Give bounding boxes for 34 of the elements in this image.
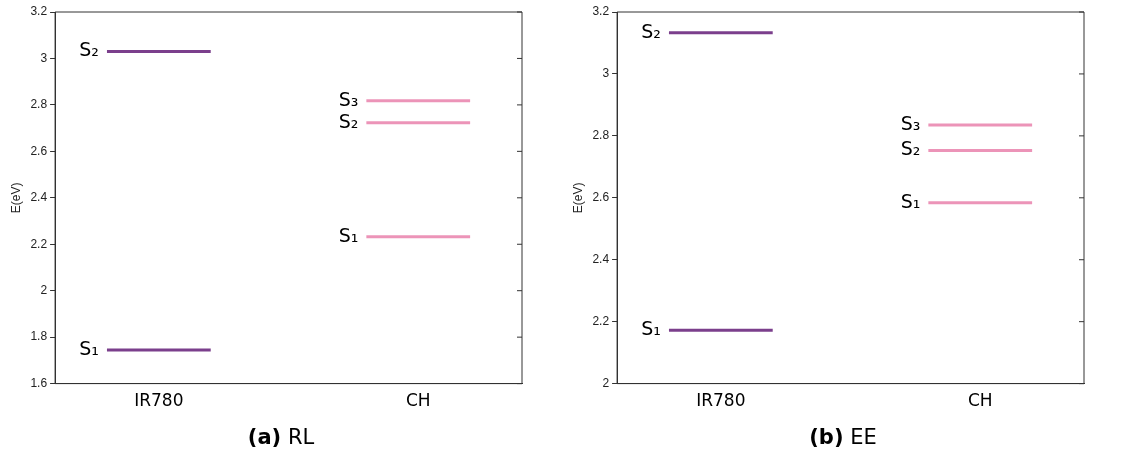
x-tick-label: IR780 — [134, 390, 184, 411]
y-tick-label: 2 — [40, 283, 48, 298]
y-tick-label: 2.4 — [30, 190, 48, 205]
y-tick-label: 2.2 — [592, 313, 610, 328]
series-label: S₂ — [641, 19, 661, 42]
y-tick-label: 2 — [602, 375, 610, 390]
y-tick-label: 2.4 — [592, 252, 610, 267]
y-tick-label: 1.6 — [30, 375, 48, 390]
series-label: S₁ — [79, 336, 99, 359]
series-label: S₁ — [900, 189, 921, 212]
y-tick-label: 3 — [40, 50, 48, 65]
series-label: S₂ — [79, 38, 99, 61]
series-label: S₁ — [338, 223, 359, 246]
x-tick-label: CH — [967, 390, 993, 411]
x-tick-label: CH — [405, 390, 431, 411]
y-axis-title: E(eV) — [570, 182, 585, 214]
y-tick-label: 2.6 — [592, 190, 610, 205]
y-tick-label: 3 — [602, 66, 610, 81]
y-tick-label: 2.6 — [30, 143, 48, 158]
series-label: S₃ — [900, 111, 921, 134]
y-tick-label: 3.2 — [592, 4, 610, 19]
y-tick-label: 2.2 — [30, 236, 48, 251]
series-label: S₂ — [900, 137, 921, 160]
text: (a) RL — [246, 425, 316, 449]
y-tick-label: 2.8 — [592, 128, 610, 143]
x-tick-label: IR780 — [696, 390, 746, 411]
y-axis-title: E(eV) — [8, 182, 23, 214]
y-tick-label: 2.8 — [30, 97, 48, 112]
series-label: S₃ — [338, 87, 359, 110]
y-tick-label: 3.2 — [30, 4, 48, 19]
y-tick-label: 1.8 — [30, 329, 48, 344]
text: (b) EE — [808, 425, 878, 449]
series-label: S₂ — [338, 109, 359, 132]
series-label: S₁ — [641, 317, 661, 340]
